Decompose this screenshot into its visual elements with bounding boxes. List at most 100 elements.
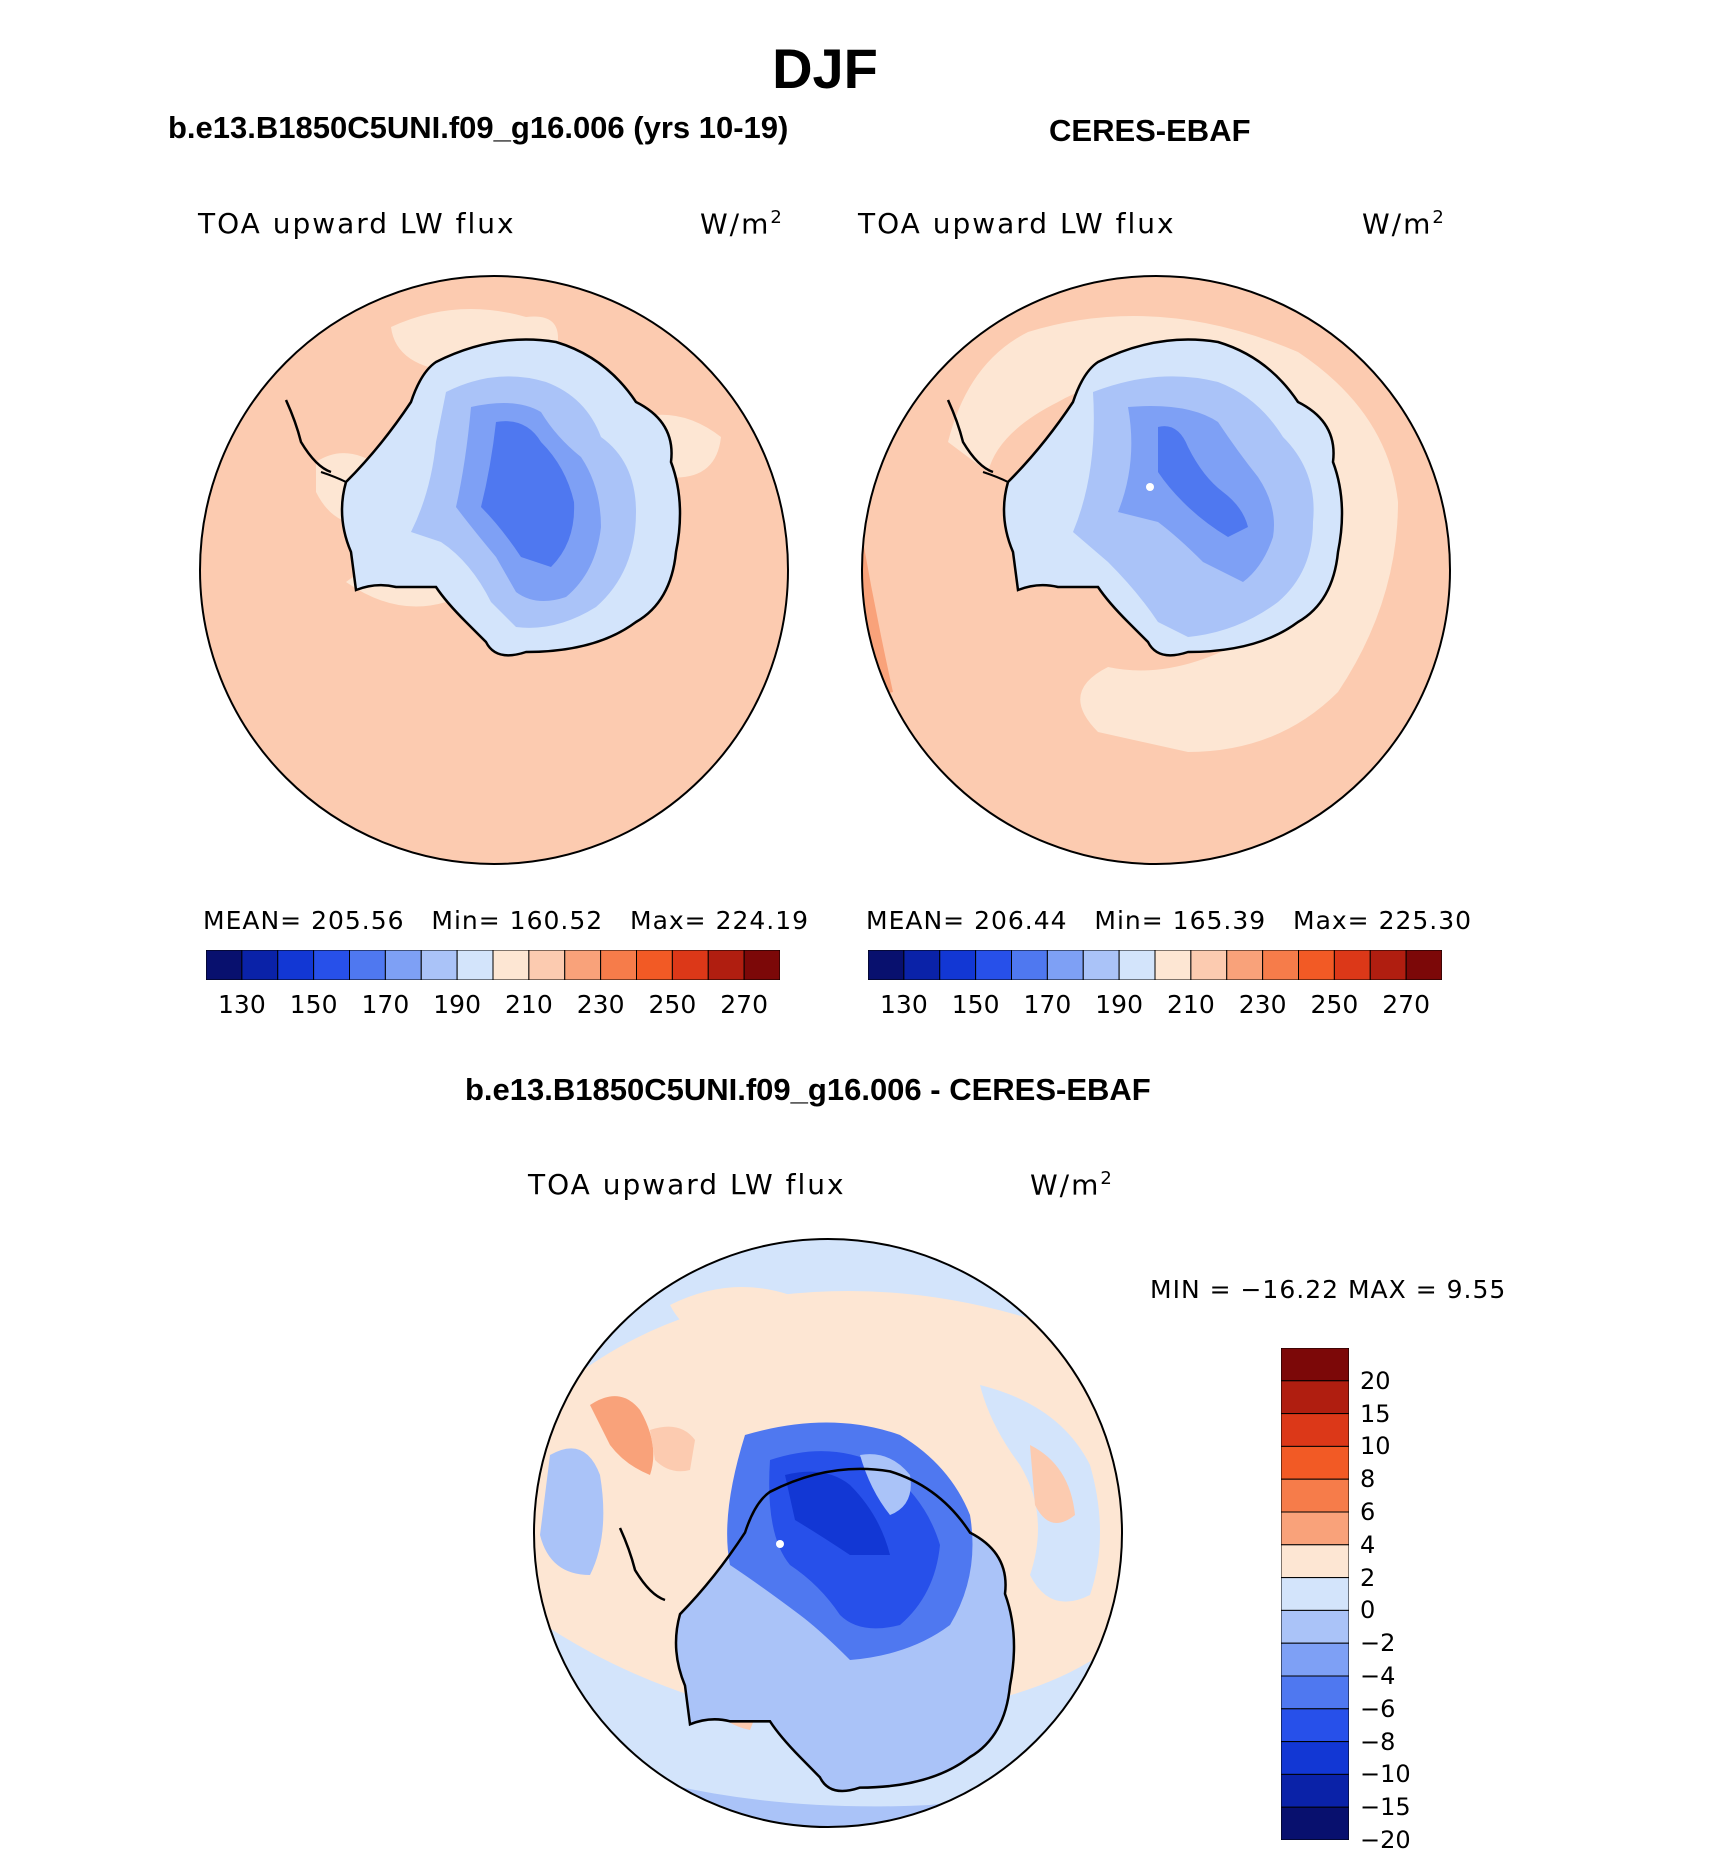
panel-diff-units: W/m2 [1030,1168,1112,1202]
panel-model-colorbar [206,950,780,980]
colorbar-tick-label: 250 [1310,990,1359,1019]
colorbar-tick-label: −8 [1360,1727,1396,1756]
colorbar-tick-label: 270 [1382,990,1430,1019]
coastline [1002,338,1344,657]
colorbar-swatch [1281,1642,1349,1677]
colorbar-swatch [975,950,1012,980]
colorbar-swatch [707,950,745,980]
colorbar-swatch [1262,950,1299,980]
colorbar-swatch [1405,950,1442,980]
colorbar-swatch [1226,950,1264,980]
colorbar-swatch [1281,1380,1349,1415]
colorbar-swatch [456,950,494,980]
colorbar-tick-label: 170 [361,990,410,1019]
colorbar-swatch [564,950,602,980]
figure-title: DJF [772,37,878,100]
colorbar-tick-label: 270 [720,990,768,1019]
colorbar-swatch [671,950,709,980]
colorbar-swatch [241,950,279,980]
colorbar-tick-label: 190 [433,990,481,1019]
colorbar-swatch [1281,1741,1349,1775]
colorbar-swatch [1190,950,1228,980]
colorbar-tick-label: 250 [648,990,697,1019]
colorbar-swatch [1281,1577,1349,1611]
colorbar-tick-label: −4 [1360,1662,1396,1690]
peninsula-coastline [618,1527,666,1602]
colorbar-swatch [528,950,566,980]
panel-diff-subtitle: b.e13.B1850C5UNI.f09_g16.006 - CERES-EBA… [465,1072,1151,1107]
peninsula-coastline [284,399,332,474]
colorbar-swatch [1281,1806,1349,1840]
colorbar-swatch [1082,950,1120,980]
colorbar-swatch [1011,950,1048,980]
colorbar-tick-label: 130 [218,990,266,1019]
panel-model-variable: TOA upward LW flux [198,207,516,240]
panel-diff-stats: MIN = −16.22 MAX = 9.55 [1150,1275,1507,1304]
coastline [340,338,682,657]
colorbar-tick-label: 8 [1360,1465,1376,1494]
panel-model-units: W/m2 [700,207,782,241]
colorbar-swatch [1281,1478,1349,1513]
colorbar-swatch [1281,1708,1349,1743]
panel-model-colorbar-ticks: 130 150 170 190 210 230 250 270 [206,990,780,1020]
colorbar-swatch [868,950,905,980]
colorbar-swatch [1281,1544,1349,1579]
colorbar-tick-label: −20 [1360,1826,1411,1854]
colorbar-tick-label: 170 [1023,990,1072,1019]
colorbar-swatch [600,950,637,980]
colorbar-tick-label: −2 [1360,1629,1396,1658]
colorbar-swatch [1154,950,1192,980]
colorbar-tick-label: 10 [1360,1432,1391,1461]
panel-obs-units: W/m2 [1362,207,1444,241]
colorbar-tick-label: −10 [1360,1760,1411,1789]
colorbar-swatch [277,950,315,980]
colorbar-swatch [1046,950,1084,980]
panel-diff-colorbar-ticks: 20 15 10 8 6 4 2 0 −2 −4 −6 −8 −10 −15 −20 [1360,1348,1480,1854]
colorbar-swatch [349,950,386,980]
colorbar-tick-label: 15 [1360,1399,1391,1428]
colorbar-swatch [1281,1773,1349,1808]
panel-obs-subtitle: CERES-EBAF [1049,113,1251,148]
cloud-ring [948,316,1398,752]
panel-diff-colorbar [1281,1348,1349,1840]
colorbar-tick-label: 2 [1360,1563,1376,1592]
colorbar-tick-label: 230 [1238,990,1287,1019]
panel-model-stats: MEAN= 205.56 Min= 160.52 Max= 224.19 [203,906,810,935]
colorbar-tick-label: 20 [1360,1366,1391,1395]
colorbar-tick-label: 210 [1167,990,1215,1019]
panel-model-map [199,275,789,865]
colorbar-tick-label: 0 [1360,1596,1376,1625]
peninsula-coastline [946,399,994,474]
colorbar-swatch [939,950,977,980]
colorbar-swatch [1281,1609,1349,1644]
colorbar-tick-label: 4 [1360,1530,1376,1559]
panel-obs-colorbar [868,950,1442,980]
panel-diff-variable: TOA upward LW flux [528,1168,846,1201]
colorbar-swatch [492,950,530,980]
colorbar-swatch [1333,950,1371,980]
colorbar-tick-label: 130 [880,990,928,1019]
colorbar-tick-label: 190 [1095,990,1143,1019]
colorbar-tick-label: 150 [289,990,338,1019]
panel-model-subtitle: b.e13.B1850C5UNI.f09_g16.006 (yrs 10-19) [168,110,789,145]
colorbar-swatch [420,950,458,980]
colorbar-swatch [1281,1675,1349,1710]
colorbar-tick-label: −15 [1360,1793,1411,1822]
colorbar-tick-label: 150 [951,990,1000,1019]
colorbar-tick-label: 230 [576,990,625,1019]
panel-diff-map [533,1238,1123,1828]
colorbar-swatch [206,950,243,980]
panel-obs-map [861,275,1451,865]
colorbar-swatch [384,950,422,980]
coastline [674,1467,1016,1793]
colorbar-swatch [1369,950,1407,980]
colorbar-tick-label: −6 [1360,1694,1396,1723]
colorbar-swatch [743,950,780,980]
colorbar-swatch [1281,1348,1349,1382]
panel-obs-stats: MEAN= 206.44 Min= 165.39 Max= 225.30 [866,906,1473,935]
colorbar-swatch [1281,1511,1349,1546]
panel-obs-colorbar-ticks: 130 150 170 190 210 230 250 270 [868,990,1442,1020]
colorbar-swatch [1298,950,1335,980]
colorbar-swatch [1118,950,1156,980]
colorbar-tick-label: 6 [1360,1498,1376,1526]
